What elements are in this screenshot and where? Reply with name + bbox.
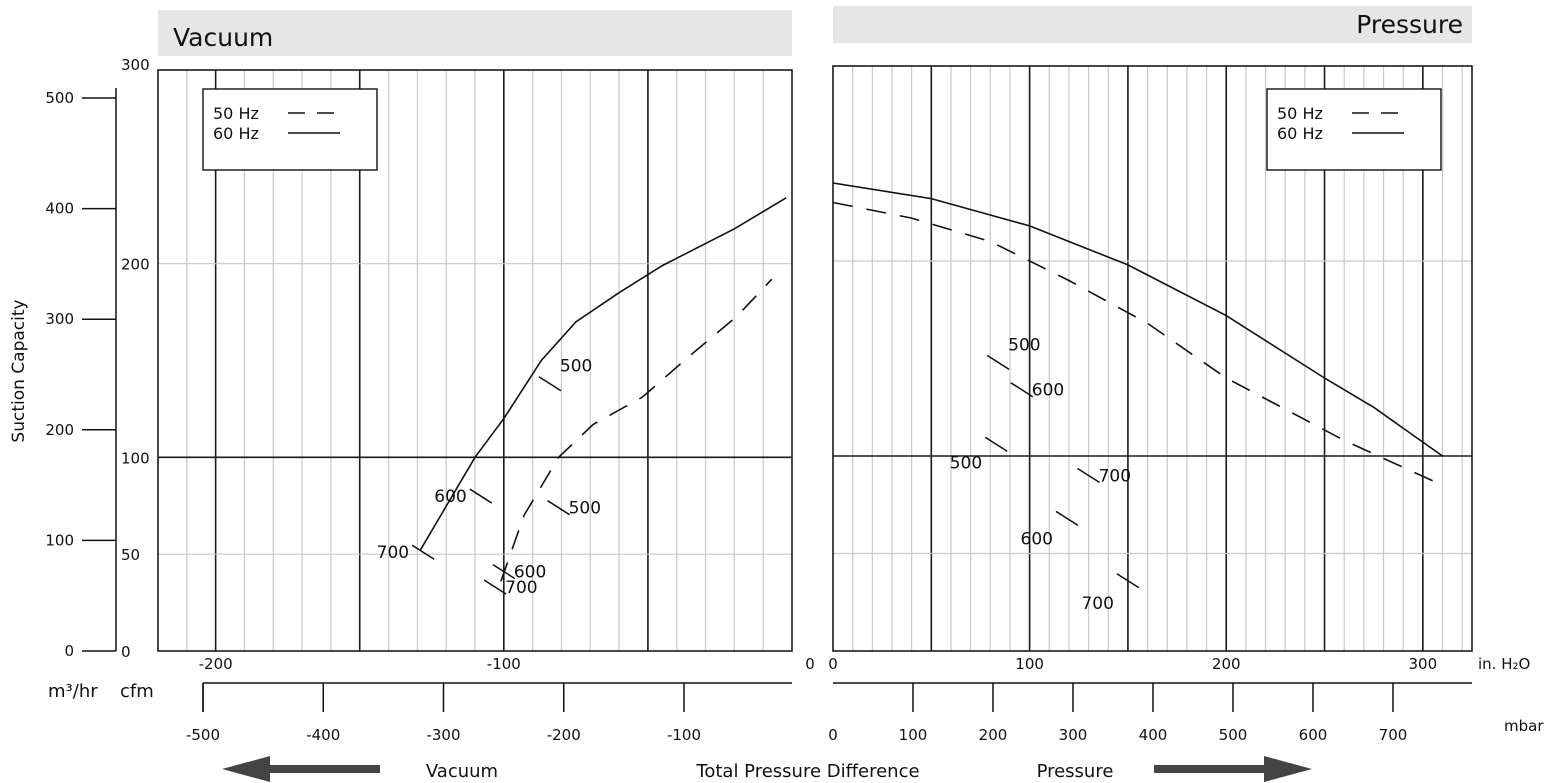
speed-tick-mark xyxy=(547,500,570,516)
mbar-tick-label: 400 xyxy=(1139,726,1168,744)
speed-tick-mark xyxy=(986,354,1010,371)
mbar-tick-label: 500 xyxy=(1219,726,1248,744)
speed-tick-mark xyxy=(538,376,562,392)
speed-label: 500 xyxy=(569,499,601,519)
speed-tick-mark xyxy=(984,436,1008,452)
inh2o-tick-label: 300 xyxy=(1409,655,1438,673)
speed-label: 600 xyxy=(514,563,546,583)
legend-entry-label: 60 Hz xyxy=(1277,124,1323,143)
mbar-tick-label: 600 xyxy=(1299,726,1328,744)
curve-pressure-50-hz xyxy=(832,201,1443,487)
footer-total-label: Total Pressure Difference xyxy=(695,761,919,782)
curve-layer xyxy=(419,182,1443,582)
mbar-tick-label: 0 xyxy=(828,726,838,744)
cfm-tick-label: 100 xyxy=(121,449,150,467)
panel-title-bar-pressure xyxy=(833,6,1472,43)
m3hr-tick-label: 100 xyxy=(45,531,74,549)
inh2o-tick-label: 100 xyxy=(1015,655,1044,673)
cfm-tick-label: 200 xyxy=(121,256,150,274)
mbar-tick-label: 700 xyxy=(1379,726,1408,744)
speed-label: 700 xyxy=(1099,467,1131,487)
inh2o-tick-label: -200 xyxy=(199,655,233,673)
panel-title-pressure: Pressure xyxy=(1356,10,1463,39)
cfm-tick-label: 300 xyxy=(121,56,150,74)
inh2o-tick-label: -100 xyxy=(487,655,521,673)
curve-pressure-60-hz xyxy=(832,182,1443,457)
speed-label: 700 xyxy=(377,543,409,563)
panel-title-bar-vacuum xyxy=(158,10,792,56)
unit-pressure-inh2o: in. H₂O xyxy=(1478,655,1530,673)
mbar-tick-label: -100 xyxy=(667,726,701,744)
speed-tick-mark xyxy=(1055,510,1079,527)
speed-label: 600 xyxy=(434,487,466,507)
m3hr-tick-label: 400 xyxy=(45,200,74,218)
mbar-tick-label: 100 xyxy=(899,726,928,744)
inh2o-tick-label: 200 xyxy=(1212,655,1241,673)
footer-vacuum-label: Vacuum xyxy=(426,761,498,782)
mbar-tick-label: 300 xyxy=(1059,726,1088,744)
m3hr-tick-label: 500 xyxy=(45,89,74,107)
speed-label: 500 xyxy=(1008,335,1040,355)
unit-pressure-mbar: mbar xyxy=(1504,717,1544,735)
legend-entry-label: 50 Hz xyxy=(213,104,259,123)
m3hr-tick-label: 300 xyxy=(45,310,74,328)
curve-vacuum-60-hz xyxy=(419,197,787,551)
footer-pressure-label: Pressure xyxy=(1037,761,1114,782)
right-arrow-icon xyxy=(1154,756,1312,782)
plot-frame-vacuum xyxy=(157,69,793,652)
speed-label: 600 xyxy=(1032,381,1064,401)
unit-flow-metric: m³/hr xyxy=(48,681,98,702)
cfm-tick-label: 50 xyxy=(121,546,140,564)
mbar-tick-label: -200 xyxy=(547,726,581,744)
mbar-tick-label: 200 xyxy=(979,726,1008,744)
speed-tick-mark xyxy=(1077,467,1101,484)
inh2o-zero-label: 0 xyxy=(805,655,815,673)
mbar-tick-label: -400 xyxy=(306,726,340,744)
inh2o-tick-label: 0 xyxy=(828,655,838,673)
speed-tick-mark xyxy=(1116,573,1140,589)
mbar-tick-label: -300 xyxy=(426,726,460,744)
m3hr-tick-label: 200 xyxy=(45,421,74,439)
legend-entry-label: 60 Hz xyxy=(213,124,259,143)
unit-flow-imperial: cfm xyxy=(120,681,154,702)
left-arrow-icon xyxy=(222,756,380,782)
speed-tick-mark xyxy=(492,563,516,580)
title-layer: Vacuum Pressure xyxy=(158,6,1472,56)
panel-title-vacuum: Vacuum xyxy=(173,23,273,52)
legend-box-pressure xyxy=(1266,88,1442,171)
m3hr-tick-label: 0 xyxy=(64,642,74,660)
speed-label: 500 xyxy=(560,357,592,377)
speed-label: 700 xyxy=(505,578,537,598)
legend-box-vacuum xyxy=(202,88,378,171)
speed-label: 700 xyxy=(1081,594,1113,614)
speed-label: 500 xyxy=(950,453,982,473)
speed-label: 600 xyxy=(1021,529,1053,549)
axes-layer: -200 -100 -500 -400 -300 -200 -100 0 50 100 200 300… xyxy=(9,56,1544,782)
plot-frame-pressure xyxy=(832,65,1473,652)
cfm-tick-label: 0 xyxy=(121,643,131,661)
speed-tick-mark xyxy=(411,544,435,560)
speed-tick-mark xyxy=(483,579,507,595)
curve-vacuum-50-hz xyxy=(500,278,773,582)
speed-tick-mark xyxy=(1010,382,1034,398)
y-axis-title: Suction Capacity xyxy=(9,299,29,442)
legend-entry-label: 50 Hz xyxy=(1277,104,1323,123)
panel-frames xyxy=(157,65,1473,652)
speed-tick-mark xyxy=(469,488,493,504)
mbar-tick-label: -500 xyxy=(186,726,220,744)
